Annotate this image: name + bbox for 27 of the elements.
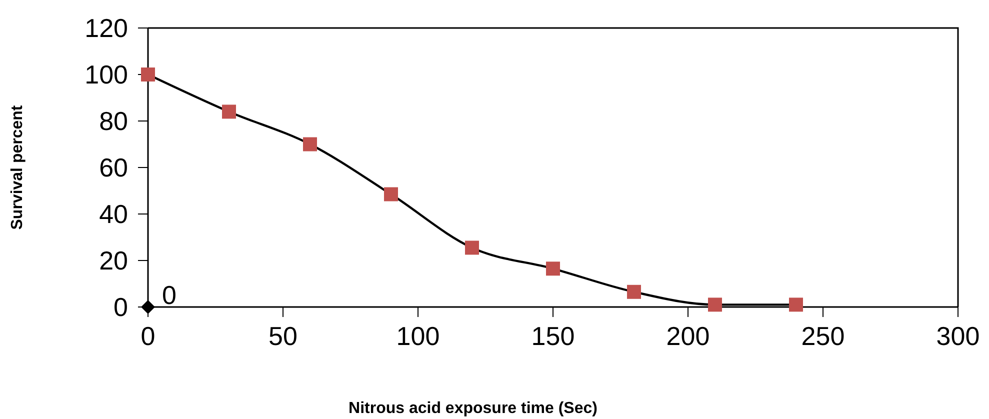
y-tick-label: 60 — [99, 152, 128, 183]
point — [627, 284, 641, 299]
point — [141, 68, 155, 82]
x-tick-label: 150 — [531, 321, 575, 351]
y-tick-label: 0 — [114, 292, 128, 322]
y-tick-label: 100 — [84, 60, 128, 90]
point — [546, 262, 560, 276]
point — [708, 298, 722, 312]
y-tick-label: 20 — [99, 246, 128, 276]
point — [465, 240, 479, 255]
y-tick-label: 120 — [84, 13, 128, 44]
point — [222, 104, 236, 119]
data-label: 0 — [162, 280, 176, 310]
x-tick-label: 200 — [666, 321, 710, 351]
x-tick-label: 250 — [801, 321, 845, 351]
x-tick-label: 0 — [140, 321, 156, 351]
x-tick-label: 100 — [396, 321, 440, 351]
y-tick-label: 40 — [99, 199, 128, 230]
y-tick-label: 80 — [99, 106, 128, 136]
point — [141, 300, 155, 314]
point — [384, 187, 398, 202]
point — [789, 298, 803, 312]
x-tick-label: 300 — [936, 321, 980, 351]
x-axis-title: Nitrous acid exposure time (Sec) — [348, 400, 598, 417]
y-axis-title: Survival percent — [9, 104, 26, 230]
x-tick-label: 50 — [268, 321, 298, 351]
point — [303, 137, 317, 152]
